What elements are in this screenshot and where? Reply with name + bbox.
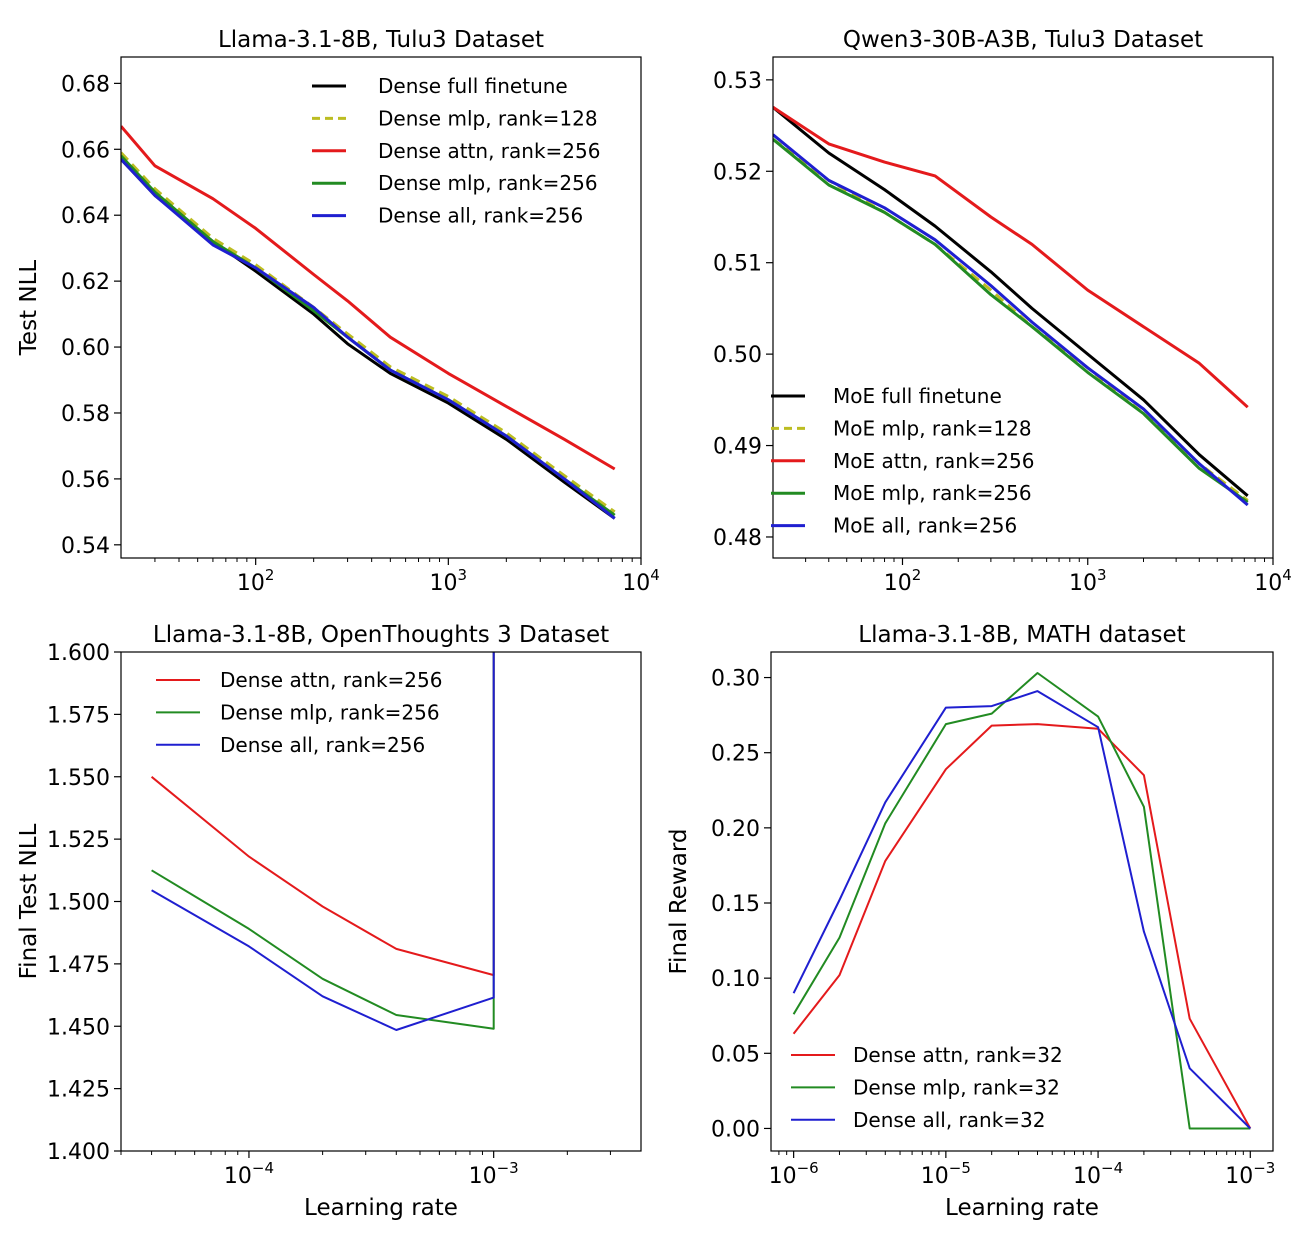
- plot-frame: [120, 651, 642, 1152]
- y-tick-label: 0.48: [713, 526, 762, 551]
- chart-title: Llama-3.1-8B, Tulu3 Dataset: [218, 27, 544, 53]
- legend-entry-1: Dense attn, rank=32: [853, 1043, 1063, 1067]
- series-line-3: [773, 106, 1249, 409]
- chart-title: Llama-3.1-8B, OpenThoughts 3 Dataset: [153, 622, 609, 648]
- x-axis-label: Learning rate: [304, 1195, 458, 1221]
- y-tick-label: 1.550: [47, 766, 110, 791]
- y-tick-label: 0.51: [713, 252, 762, 277]
- series-line-1: [773, 106, 1249, 497]
- y-tick-label: 0.20: [711, 817, 760, 842]
- legend: Dense attn, rank=256 Dense mlp, rank=256 D…: [156, 668, 442, 757]
- y-tick-label: 0.05: [711, 1042, 760, 1067]
- x-tick-label: 102: [884, 566, 922, 596]
- x-tick-label: 10−3: [469, 1159, 519, 1189]
- series-line-3: [792, 690, 1252, 1130]
- x-tick-label: 10−4: [224, 1159, 274, 1189]
- legend-entry-2: Dense mlp, rank=128: [378, 106, 598, 130]
- series-group: [792, 672, 1252, 1130]
- y-axis-label: Final Reward: [666, 829, 692, 975]
- y-tick-label: 0.68: [61, 72, 110, 97]
- y-tick-label: 1.575: [47, 703, 110, 728]
- x-axis-label: Learning rate: [945, 1195, 1099, 1221]
- y-tick-label: 0.50: [713, 343, 762, 368]
- x-tick-label: 102: [237, 566, 275, 596]
- legend-entry-5: MoE all, rank=256: [833, 514, 1017, 538]
- x-tick-label: 103: [1069, 566, 1107, 596]
- y-tick-label: 0.15: [711, 892, 760, 917]
- chart-panel-4: 0.00 0.05 0.10 0.15 0.20 0.25 0.30 10−6 10−5 10−4…: [666, 622, 1275, 1221]
- y-tick-label: 0.60: [61, 336, 110, 361]
- series-group: [773, 106, 1249, 507]
- y-tick-label: 0.49: [713, 435, 762, 460]
- y-tick-label: 0.25: [711, 742, 760, 767]
- legend-entry-3: MoE attn, rank=256: [833, 449, 1034, 473]
- chart-panel-3: 1.400 1.425 1.450 1.475 1.500 1.525 1.550 1.575…: [16, 622, 642, 1221]
- series-line-2: [792, 672, 1251, 1130]
- y-axis-label: Test NLL: [16, 260, 42, 357]
- legend-entry-1: Dense attn, rank=256: [220, 668, 442, 692]
- x-tick-label: 104: [1254, 566, 1291, 596]
- y-tick-label: 0.53: [713, 69, 762, 94]
- chart-title: Llama-3.1-8B, MATH dataset: [858, 622, 1185, 648]
- legend: MoE full finetune MoE mlp, rank=128 MoE at…: [771, 384, 1034, 538]
- series-line-4: [773, 138, 1249, 504]
- legend-entry-1: MoE full finetune: [833, 384, 1002, 408]
- y-tick-label: 0.62: [61, 270, 110, 295]
- legend-entry-2: Dense mlp, rank=256: [220, 700, 440, 724]
- legend-entry-4: MoE mlp, rank=256: [833, 481, 1032, 505]
- y-tick-label: 1.425: [47, 1078, 110, 1103]
- x-tick-label: 103: [430, 566, 468, 596]
- series-group: [121, 125, 616, 520]
- legend-entry-5: Dense all, rank=256: [378, 204, 583, 228]
- x-tick-label: 104: [622, 566, 660, 596]
- y-tick-label: 1.500: [47, 891, 110, 916]
- y-tick-label: 0.64: [61, 204, 110, 229]
- y-tick-label: 1.475: [47, 953, 110, 978]
- legend-entry-2: MoE mlp, rank=128: [833, 416, 1032, 440]
- series-line-3: [151, 652, 495, 1031]
- y-tick-label: 0.00: [711, 1117, 760, 1142]
- series-line-3: [121, 125, 616, 471]
- y-tick-label: 0.30: [711, 667, 760, 692]
- plot-frame: [770, 651, 1274, 1152]
- x-tick-label: 10−5: [921, 1159, 971, 1189]
- chart-title: Qwen3-30B-A3B, Tulu3 Dataset: [843, 27, 1203, 53]
- y-tick-label: 1.525: [47, 828, 110, 853]
- x-tick-label: 10−4: [1073, 1159, 1123, 1189]
- y-tick-label: 1.600: [47, 641, 110, 666]
- y-tick-label: 0.54: [61, 534, 110, 559]
- y-tick-label: 1.400: [47, 1140, 110, 1165]
- x-tick-label: 10−6: [769, 1159, 819, 1189]
- y-tick-label: 0.56: [61, 468, 110, 493]
- series-line-5: [773, 133, 1249, 507]
- legend-entry-1: Dense full finetune: [378, 74, 568, 98]
- y-tick-label: 0.58: [61, 402, 110, 427]
- legend-entry-4: Dense mlp, rank=256: [378, 171, 598, 195]
- legend-entry-2: Dense mlp, rank=32: [853, 1075, 1060, 1099]
- chart-panel-1: 0.54 0.56 0.58 0.60 0.62 0.64 0.66 0.68 102 103 10…: [16, 27, 660, 596]
- y-tick-label: 1.450: [47, 1015, 110, 1040]
- plot-frame: [120, 56, 642, 559]
- chart-panel-2: 0.48 0.49 0.50 0.51 0.52 0.53 102 103 104 Qwen3-3…: [713, 27, 1291, 596]
- legend: Dense full finetune Dense mlp, rank=128 De…: [312, 74, 600, 228]
- series-line-2: [773, 138, 1249, 502]
- legend-entry-3: Dense attn, rank=256: [378, 139, 600, 163]
- y-tick-label: 0.10: [711, 967, 760, 992]
- x-tick-label: 10−3: [1225, 1159, 1275, 1189]
- legend: Dense attn, rank=32 Dense mlp, rank=32 Den…: [791, 1043, 1063, 1132]
- series-line-5: [121, 158, 616, 520]
- legend-entry-3: Dense all, rank=32: [853, 1108, 1046, 1132]
- series-line-2: [121, 151, 616, 514]
- legend-entry-3: Dense all, rank=256: [220, 733, 425, 757]
- y-axis-label: Final Test NLL: [16, 823, 42, 979]
- series-group: [150, 652, 495, 1031]
- series-line-1: [792, 723, 1252, 1129]
- y-tick-label: 0.66: [61, 138, 110, 163]
- y-tick-label: 0.52: [713, 160, 762, 185]
- plot-frame: [772, 56, 1274, 559]
